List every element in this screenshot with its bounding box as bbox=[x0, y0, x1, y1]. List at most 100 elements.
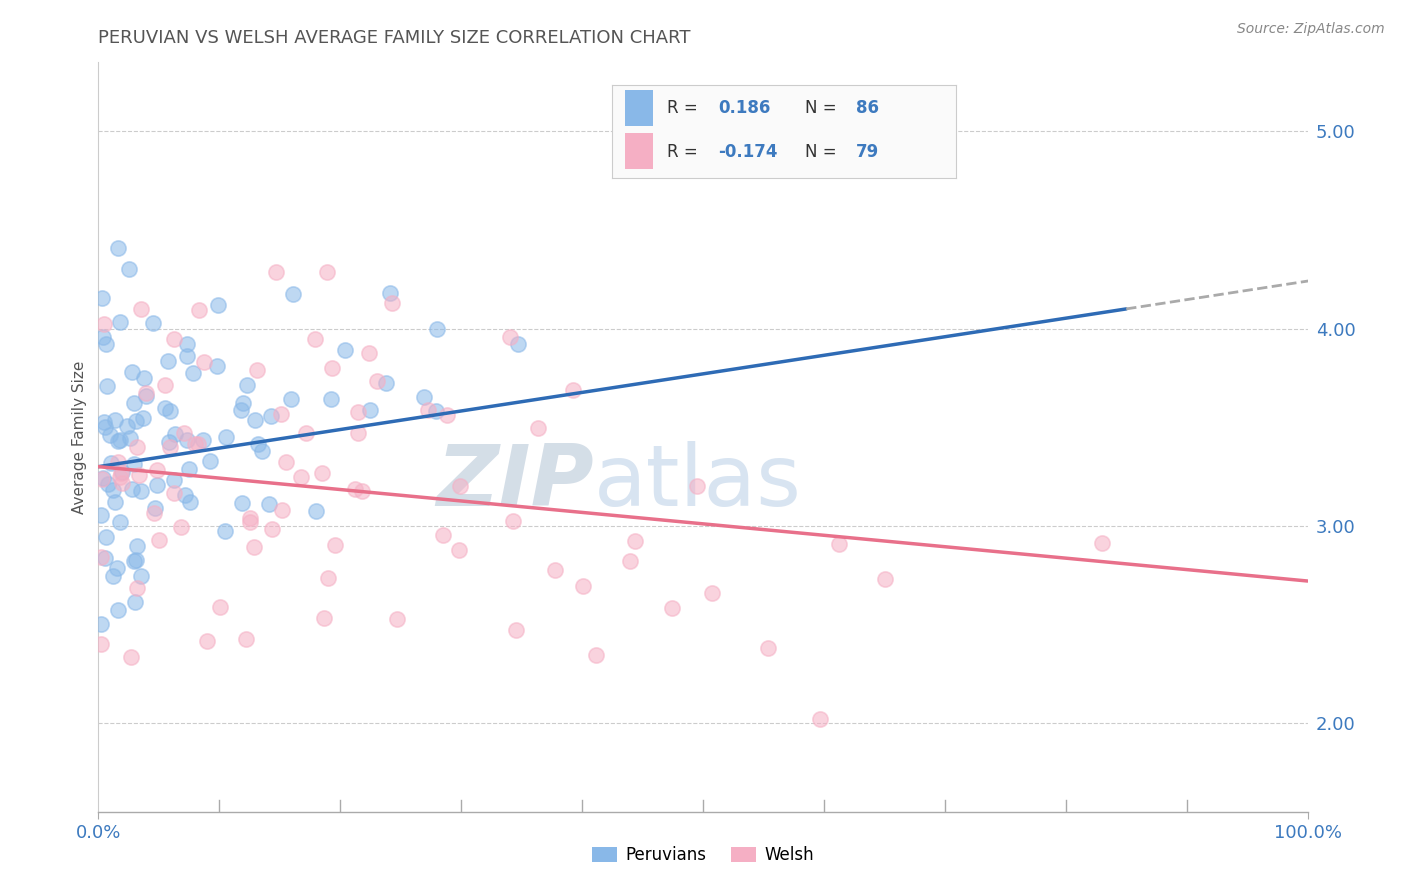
Point bbox=[623, 533, 645, 548]
Point bbox=[295, 425, 318, 440]
Point bbox=[132, 371, 155, 385]
Point bbox=[231, 496, 253, 510]
Point bbox=[125, 581, 148, 595]
Point bbox=[98, 428, 121, 442]
Point bbox=[110, 466, 132, 480]
Point bbox=[205, 359, 228, 373]
Point bbox=[155, 377, 177, 392]
Point bbox=[243, 540, 266, 554]
Point bbox=[366, 374, 388, 388]
Point bbox=[143, 500, 166, 515]
Point bbox=[90, 550, 112, 565]
Point bbox=[193, 434, 215, 448]
Point bbox=[1091, 535, 1114, 549]
Point bbox=[305, 504, 328, 518]
Point bbox=[505, 624, 527, 638]
Point bbox=[159, 404, 181, 418]
Point bbox=[333, 343, 356, 357]
Point bbox=[319, 392, 342, 406]
Point bbox=[304, 332, 326, 346]
Point bbox=[105, 561, 128, 575]
Point bbox=[271, 503, 294, 517]
Point bbox=[135, 389, 157, 403]
Point bbox=[195, 634, 218, 648]
Point bbox=[702, 585, 724, 599]
Point bbox=[173, 425, 195, 440]
Point bbox=[375, 376, 398, 390]
Point bbox=[321, 361, 343, 376]
Point bbox=[436, 409, 458, 423]
Point bbox=[526, 421, 548, 435]
Point bbox=[110, 466, 132, 480]
Point bbox=[179, 495, 201, 509]
Point bbox=[359, 402, 381, 417]
Point bbox=[449, 478, 471, 492]
Point bbox=[104, 413, 127, 427]
Point bbox=[107, 603, 129, 617]
Point bbox=[131, 568, 153, 582]
Text: Source: ZipAtlas.com: Source: ZipAtlas.com bbox=[1237, 22, 1385, 37]
Point bbox=[111, 475, 134, 490]
Point bbox=[122, 457, 145, 471]
Point bbox=[163, 486, 186, 500]
Point bbox=[260, 522, 283, 536]
Point bbox=[129, 301, 152, 316]
Point bbox=[176, 349, 198, 363]
Point bbox=[209, 600, 232, 615]
Text: ZIP: ZIP bbox=[436, 441, 595, 524]
Point bbox=[163, 332, 186, 346]
Point bbox=[90, 617, 112, 632]
Text: R =: R = bbox=[666, 99, 697, 117]
Point bbox=[274, 455, 297, 469]
Point bbox=[181, 366, 204, 380]
Point bbox=[316, 571, 339, 585]
Point bbox=[270, 407, 292, 421]
Point bbox=[314, 611, 336, 625]
Text: N =: N = bbox=[804, 99, 837, 117]
Point bbox=[502, 514, 524, 528]
Point bbox=[159, 435, 181, 450]
Point bbox=[90, 508, 112, 523]
Point bbox=[142, 316, 165, 330]
Point bbox=[281, 287, 304, 301]
Point bbox=[108, 470, 131, 484]
Bar bbox=[626, 90, 652, 126]
Point bbox=[229, 402, 252, 417]
Point bbox=[257, 497, 280, 511]
Point bbox=[280, 392, 302, 406]
Point bbox=[756, 641, 779, 656]
Point bbox=[562, 383, 585, 397]
Point bbox=[352, 483, 374, 498]
Bar bbox=[626, 134, 652, 169]
Point bbox=[163, 427, 186, 442]
Point bbox=[91, 471, 114, 485]
Point bbox=[108, 315, 131, 329]
Point bbox=[207, 298, 229, 312]
Text: atlas: atlas bbox=[595, 441, 803, 524]
Point bbox=[214, 524, 236, 538]
Point bbox=[163, 473, 186, 487]
Point bbox=[135, 385, 157, 400]
Text: R =: R = bbox=[666, 144, 697, 161]
Point bbox=[425, 404, 447, 418]
Point bbox=[426, 321, 449, 335]
Point bbox=[311, 466, 333, 480]
Point bbox=[246, 363, 269, 377]
Point bbox=[184, 436, 207, 450]
Point bbox=[125, 440, 148, 454]
Point bbox=[235, 632, 257, 646]
Point bbox=[385, 611, 408, 625]
Point bbox=[572, 579, 595, 593]
Point bbox=[100, 456, 122, 470]
Point bbox=[378, 286, 401, 301]
Point bbox=[686, 478, 709, 492]
Point bbox=[124, 396, 146, 410]
Point bbox=[146, 463, 169, 477]
Point bbox=[346, 405, 368, 419]
Point bbox=[90, 472, 112, 486]
Point bbox=[101, 483, 124, 498]
Point bbox=[107, 241, 129, 255]
Point bbox=[101, 568, 124, 582]
Point bbox=[129, 483, 152, 498]
Point bbox=[243, 413, 266, 427]
